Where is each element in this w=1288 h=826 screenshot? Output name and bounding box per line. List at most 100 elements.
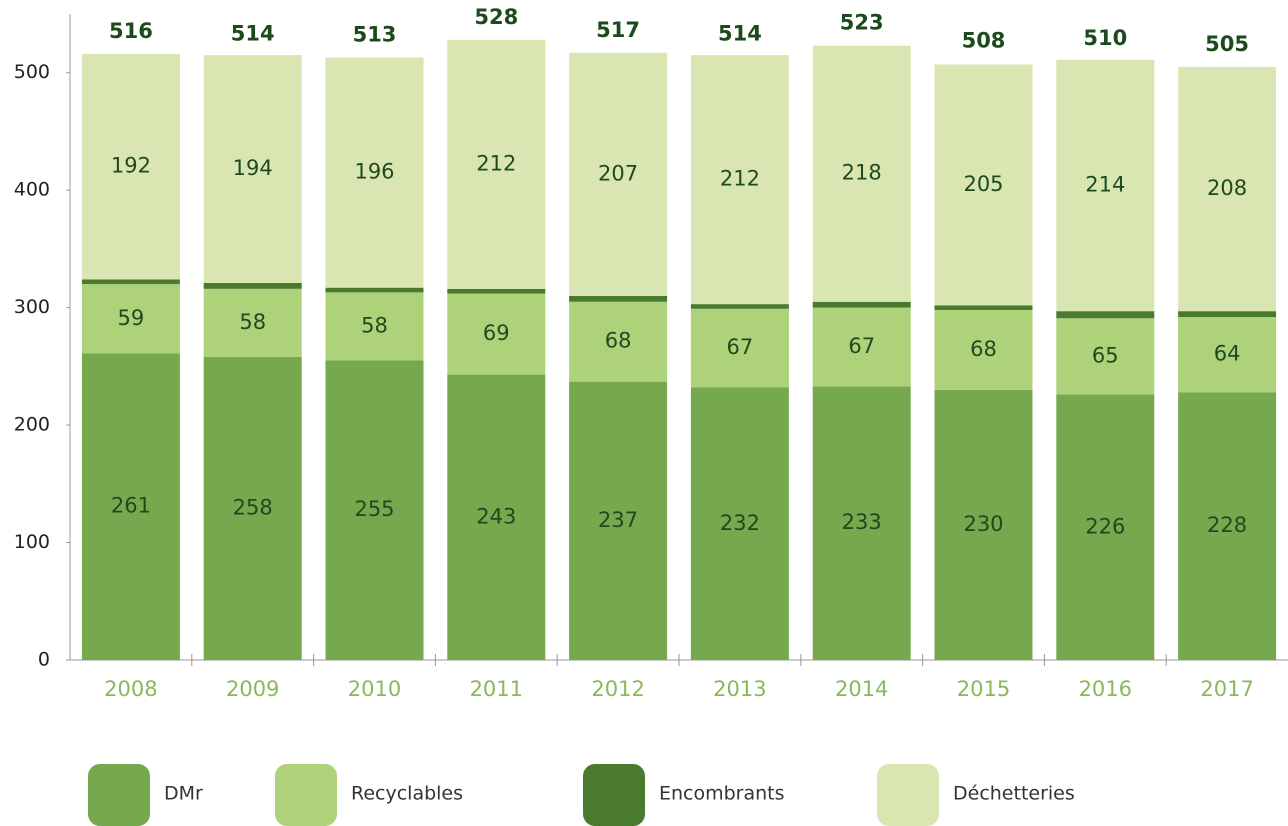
total-label: 513 bbox=[353, 22, 397, 46]
data-label: 58 bbox=[239, 310, 266, 334]
bar-segment bbox=[934, 389, 1033, 660]
bar-segment bbox=[447, 39, 546, 289]
bar-segment bbox=[934, 64, 1033, 306]
total-label: 517 bbox=[596, 18, 640, 42]
bar-segment bbox=[569, 295, 668, 302]
bar-segment bbox=[325, 292, 424, 361]
bar-segment bbox=[1178, 311, 1277, 318]
total-label: 508 bbox=[962, 28, 1006, 52]
total-label: 523 bbox=[840, 11, 884, 35]
data-label: 228 bbox=[1207, 513, 1247, 537]
y-tick-label: 300 bbox=[14, 296, 50, 318]
bar-segment bbox=[325, 360, 424, 660]
x-tick-label: 2009 bbox=[226, 677, 279, 701]
legend-label: Déchetteries bbox=[953, 783, 1075, 805]
bar-segment bbox=[934, 305, 1033, 310]
data-label: 67 bbox=[727, 335, 754, 359]
bar-segment bbox=[1056, 318, 1155, 395]
bar-segment bbox=[690, 387, 789, 660]
bar-segment bbox=[203, 282, 302, 289]
data-label: 205 bbox=[963, 172, 1003, 196]
data-label: 230 bbox=[963, 512, 1003, 536]
data-label: 68 bbox=[970, 337, 997, 361]
total-label: 528 bbox=[474, 5, 518, 29]
data-label: 69 bbox=[483, 321, 510, 345]
x-tick-label: 2008 bbox=[104, 677, 157, 701]
bar-segment bbox=[81, 284, 180, 354]
data-label: 212 bbox=[720, 167, 760, 191]
legend-icon bbox=[877, 764, 939, 826]
x-tick-label: 2017 bbox=[1200, 677, 1253, 701]
data-label: 226 bbox=[1085, 514, 1125, 538]
bar-segment bbox=[569, 52, 668, 296]
data-label: 208 bbox=[1207, 176, 1247, 200]
legend-label: DMr bbox=[164, 783, 203, 805]
data-label: 68 bbox=[605, 329, 632, 353]
data-label: 218 bbox=[842, 161, 882, 185]
data-label: 255 bbox=[354, 497, 394, 521]
bar-segment bbox=[812, 45, 911, 302]
x-tick-label: 2015 bbox=[957, 677, 1010, 701]
y-tick-label: 100 bbox=[14, 531, 50, 553]
bar-segment bbox=[690, 55, 789, 305]
bar-segment bbox=[81, 53, 180, 280]
data-label: 64 bbox=[1214, 342, 1241, 366]
bar-segment bbox=[203, 288, 302, 357]
y-tick-label: 0 bbox=[38, 649, 50, 671]
data-label: 59 bbox=[118, 306, 145, 330]
x-tick-label: 2014 bbox=[835, 677, 888, 701]
legend-icon bbox=[583, 764, 645, 826]
total-label: 505 bbox=[1205, 32, 1249, 56]
data-label: 214 bbox=[1085, 172, 1125, 196]
bar-segment bbox=[81, 353, 180, 660]
data-label: 65 bbox=[1092, 343, 1119, 367]
bar-segment bbox=[325, 287, 424, 293]
data-label: 196 bbox=[354, 160, 394, 184]
bar-segment bbox=[1056, 394, 1155, 660]
data-label: 243 bbox=[476, 504, 516, 528]
legend-label: Encombrants bbox=[659, 783, 785, 805]
data-label: 192 bbox=[111, 154, 151, 178]
total-label: 516 bbox=[109, 19, 153, 43]
total-label: 510 bbox=[1083, 26, 1127, 50]
bar-segment bbox=[1178, 317, 1277, 393]
bar-segment bbox=[203, 356, 302, 660]
data-label: 58 bbox=[361, 313, 388, 337]
bar-segment bbox=[1056, 311, 1155, 319]
bar-segment bbox=[81, 279, 180, 285]
x-tick-label: 2013 bbox=[713, 677, 766, 701]
data-label: 261 bbox=[111, 494, 151, 518]
x-tick-label: 2011 bbox=[470, 677, 523, 701]
bar-segment bbox=[569, 301, 668, 382]
legend-label: Recyclables bbox=[351, 783, 463, 805]
bar-segment bbox=[447, 374, 546, 660]
total-label: 514 bbox=[718, 21, 762, 45]
data-label: 232 bbox=[720, 511, 760, 535]
bar-segment bbox=[447, 288, 546, 294]
legend-icon bbox=[275, 764, 337, 826]
bar-segment bbox=[1178, 392, 1277, 660]
bar-segment bbox=[569, 381, 668, 660]
data-label: 194 bbox=[233, 156, 273, 180]
total-label: 514 bbox=[231, 21, 275, 45]
data-label: 212 bbox=[476, 151, 516, 175]
data-label: 67 bbox=[848, 334, 875, 358]
x-tick-label: 2016 bbox=[1079, 677, 1132, 701]
bar-segment bbox=[203, 55, 302, 283]
data-label: 233 bbox=[842, 510, 882, 534]
data-label: 258 bbox=[233, 495, 273, 519]
bar-segment bbox=[690, 308, 789, 388]
bar-segment bbox=[447, 293, 546, 375]
legend-icon bbox=[88, 764, 150, 826]
bar-segment bbox=[690, 304, 789, 309]
bar-segment bbox=[812, 301, 911, 308]
data-label: 207 bbox=[598, 161, 638, 185]
x-tick-label: 2012 bbox=[591, 677, 644, 701]
bar-segment bbox=[1056, 59, 1155, 312]
x-tick-label: 2010 bbox=[348, 677, 401, 701]
bar-segment bbox=[325, 57, 424, 288]
bar-segment bbox=[1178, 66, 1277, 312]
data-label: 237 bbox=[598, 508, 638, 532]
y-tick-label: 400 bbox=[14, 179, 50, 201]
